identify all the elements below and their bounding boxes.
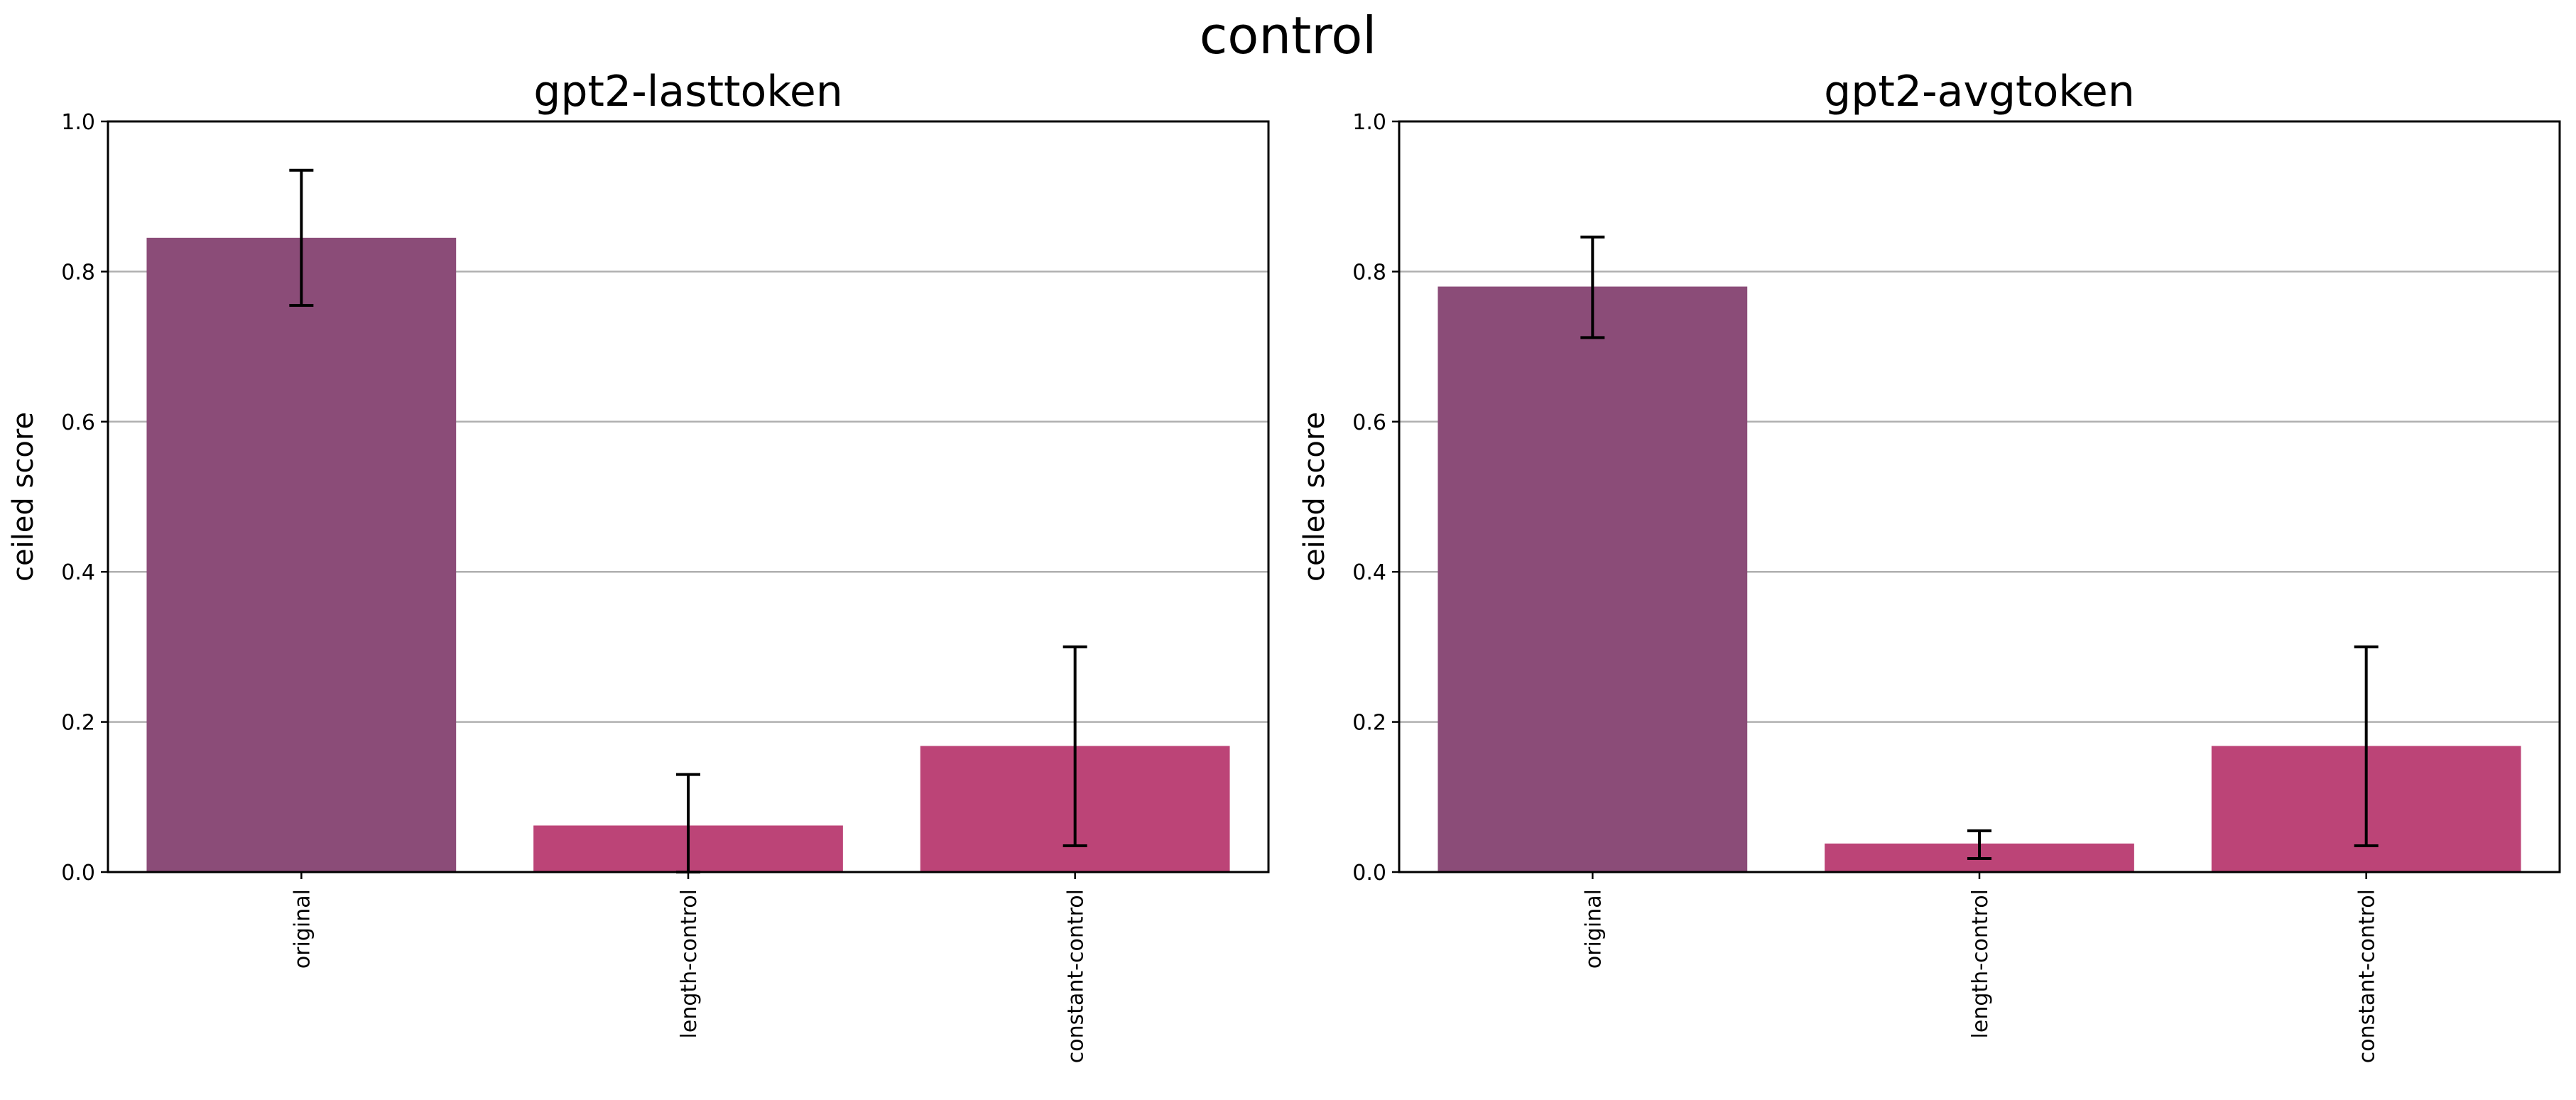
panel2-axes-frame <box>1398 120 2561 873</box>
figure-title: control <box>1199 6 1377 65</box>
panel1-ytick-label: 0.8 <box>61 260 95 285</box>
panel2-bar-original <box>1438 286 1748 872</box>
panel2-ytick-label: 1.0 <box>1352 110 1386 135</box>
panel2-ytick-label: 0.4 <box>1352 560 1386 585</box>
panel1-title: gpt2-lasttoken <box>533 67 843 116</box>
panel1-ylabel: ceiled score <box>7 412 40 582</box>
panel2-ytick-label: 0.0 <box>1352 861 1386 886</box>
panel2-xtick-label: constant-control <box>2355 889 2380 1063</box>
panel2-ytick-label: 0.2 <box>1352 711 1386 736</box>
panel2-ylabel: ceiled score <box>1298 412 1331 582</box>
panel2-xtick-label: original <box>1581 889 1606 969</box>
panel1-ytick-label: 0.4 <box>61 560 95 585</box>
panel1-xtick-label: length-control <box>677 889 702 1038</box>
panel2-title: gpt2-avgtoken <box>1824 67 2135 116</box>
panel1-ytick-label: 0.2 <box>61 711 95 736</box>
panel2-ytick-label: 0.6 <box>1352 410 1386 435</box>
panel1-ytick-label: 0.0 <box>61 861 95 886</box>
panel2-xtick-label: length-control <box>1968 889 1993 1038</box>
panel1-ytick-label: 1.0 <box>61 110 95 135</box>
panel1-bar-original <box>146 237 457 873</box>
panel1-ytick-label: 0.6 <box>61 410 95 435</box>
panel1-axes-frame <box>107 120 1270 873</box>
panel1-xtick-label: constant-control <box>1064 889 1089 1063</box>
panel1-xtick-label: original <box>290 889 315 969</box>
panel2-ytick-label: 0.8 <box>1352 260 1386 285</box>
